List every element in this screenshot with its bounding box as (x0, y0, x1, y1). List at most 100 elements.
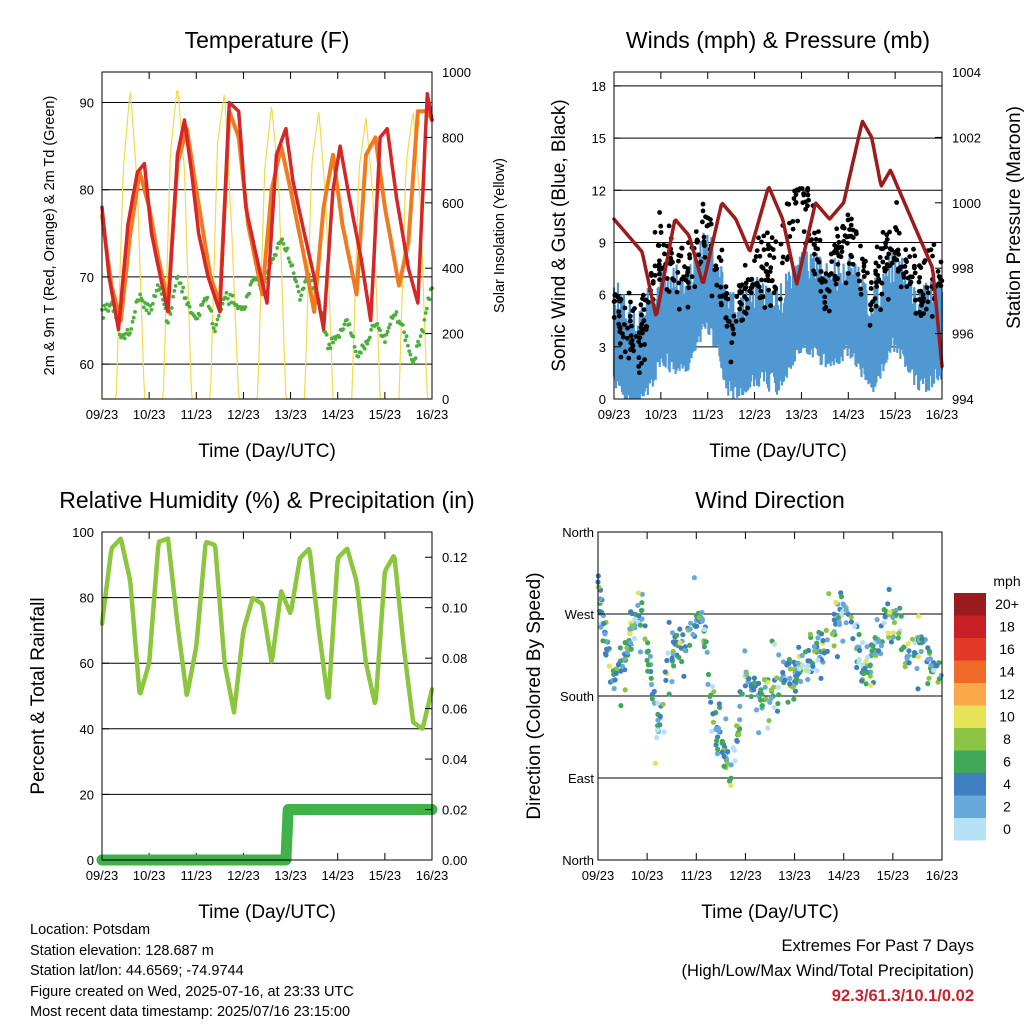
direction-point (875, 648, 882, 654)
direction-point (885, 601, 891, 607)
direction-point (931, 667, 937, 673)
direction-point (875, 639, 881, 645)
gust-point (929, 314, 935, 319)
gust-point (882, 268, 888, 274)
direction-point (890, 630, 896, 636)
dewpoint-point (418, 334, 423, 338)
gust-point (628, 318, 633, 324)
gust-point (759, 239, 764, 245)
direction-point (807, 631, 813, 637)
gust-point (742, 262, 748, 268)
gust-point (923, 306, 929, 312)
gust-point (728, 359, 734, 365)
direction-point (811, 644, 818, 650)
direction-point (768, 687, 775, 693)
gust-point (843, 280, 849, 286)
gust-point (759, 277, 765, 283)
direction-point (865, 654, 871, 660)
gust-point (765, 230, 770, 236)
dewpoint-point (168, 312, 173, 316)
direction-point (796, 666, 802, 672)
direction-point (795, 660, 801, 666)
y-tick-label: 40 (80, 722, 94, 737)
gust-point (826, 288, 832, 294)
y-right-tick-label: 0.00 (442, 853, 467, 868)
direction-point (635, 602, 641, 608)
legend-swatch (954, 773, 986, 796)
chart-title: Wind Direction (695, 487, 845, 513)
direction-point (737, 703, 743, 710)
direction-point (746, 676, 752, 682)
gust-point (913, 311, 919, 316)
gust-point (907, 281, 913, 287)
dewpoint-point (296, 289, 301, 294)
gust-point (883, 244, 889, 250)
dewpoint-point (187, 304, 192, 309)
dewpoint-point (407, 349, 412, 354)
dewpoint-point (411, 360, 415, 365)
gust-point (922, 258, 928, 263)
gust-point (815, 246, 821, 252)
gust-point (884, 232, 890, 238)
direction-point (671, 663, 677, 669)
gust-point (657, 258, 662, 264)
direction-point (699, 609, 705, 616)
gust-point (817, 237, 823, 243)
gust-point (742, 309, 747, 315)
gust-point (643, 297, 649, 303)
y-tick-label: 6 (599, 288, 606, 303)
gust-point (622, 305, 628, 311)
direction-point (645, 668, 651, 674)
dewpoint-point (299, 293, 304, 298)
gust-point (920, 292, 926, 297)
dewpoint-point (394, 310, 399, 314)
direction-point (820, 638, 826, 644)
gust-point (855, 271, 861, 277)
gust-point (912, 253, 918, 259)
y-tick-label: South (560, 689, 594, 704)
dewpoint-point (388, 322, 392, 327)
dewpoint-point (384, 332, 389, 337)
gust-point (712, 267, 718, 273)
elevation-text: Station elevation: 128.687 m (30, 942, 214, 959)
y-tick-label: 15 (592, 131, 606, 146)
gust-point (822, 294, 828, 300)
direction-point (766, 718, 772, 724)
direction-point (863, 658, 869, 664)
gust-point (767, 269, 773, 274)
gust-point (846, 271, 851, 276)
y-right-tick-label: 0.04 (442, 752, 467, 767)
gust-point (694, 238, 700, 244)
legend-swatch (954, 728, 986, 751)
gust-point (856, 278, 862, 284)
direction-point (676, 654, 682, 661)
gust-point (892, 250, 898, 256)
direction-point (680, 632, 686, 638)
direction-point (762, 684, 768, 690)
legend-swatch (954, 750, 986, 773)
y-right-tick-label: 200 (442, 327, 464, 342)
dewpoint-point (362, 346, 367, 351)
gust-point (879, 280, 885, 286)
t9m-line (100, 109, 434, 323)
direction-point (823, 627, 829, 634)
gust-point (768, 303, 773, 309)
dewpoint-point (383, 340, 387, 344)
direction-point (719, 740, 725, 746)
direction-point (763, 696, 769, 702)
gust-point (816, 259, 822, 265)
direction-point (790, 684, 796, 690)
direction-point (669, 630, 676, 636)
dewpoint-point (210, 321, 215, 326)
gust-point (913, 297, 918, 303)
direction-point (637, 622, 644, 628)
x-tick-label: 15/23 (879, 407, 912, 422)
direction-point (704, 649, 710, 655)
gust-point (878, 307, 883, 313)
direction-point (601, 621, 607, 627)
direction-point (810, 663, 816, 669)
legend-label: 8 (1003, 731, 1011, 747)
gust-point (868, 302, 873, 307)
direction-point (843, 620, 849, 626)
legend-label: 0 (1003, 821, 1011, 837)
